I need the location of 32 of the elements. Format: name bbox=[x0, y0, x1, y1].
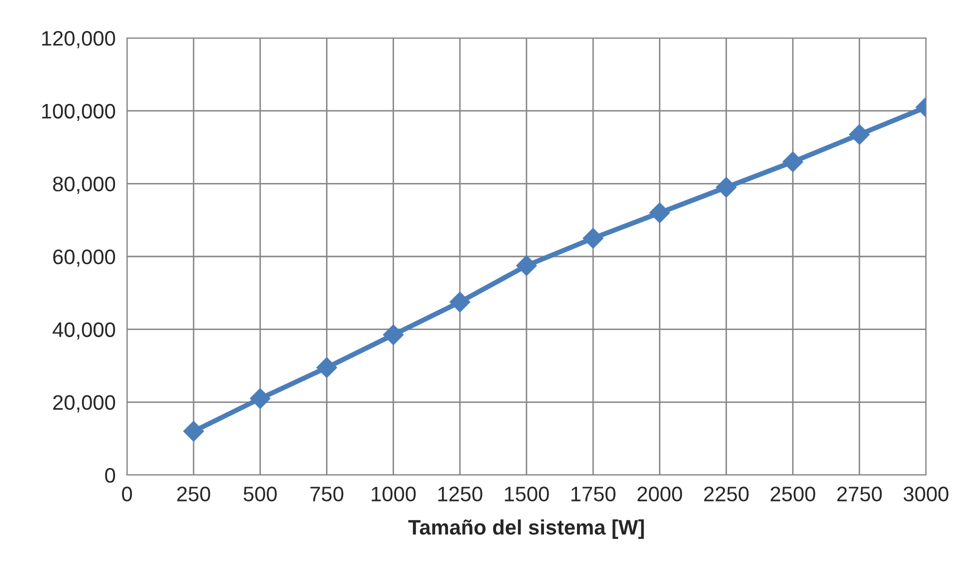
x-tick-label: 500 bbox=[244, 486, 277, 502]
point bbox=[382, 324, 404, 346]
y-tick-label: 60,000 bbox=[53, 250, 116, 267]
point bbox=[849, 124, 870, 145]
y-tick-label: 80,000 bbox=[53, 176, 116, 194]
point bbox=[316, 357, 338, 378]
x-tick-label: 2500 bbox=[770, 486, 816, 502]
point bbox=[782, 151, 804, 172]
x-axis-title: Tamaño del sistema [W] bbox=[408, 519, 644, 539]
y-tick-label: 20,000 bbox=[53, 395, 116, 412]
point bbox=[716, 176, 737, 198]
point bbox=[250, 388, 271, 409]
x-tick-label: 2750 bbox=[837, 486, 882, 502]
y-tick-label: 0 bbox=[105, 468, 116, 483]
x-tick-label: 3000 bbox=[904, 486, 948, 502]
x-tick-label: 1750 bbox=[572, 486, 616, 502]
x-tick-label: 1250 bbox=[438, 486, 482, 502]
x-tick-label: 250 bbox=[177, 486, 210, 502]
x-tick-label: 750 bbox=[310, 486, 344, 502]
point bbox=[649, 202, 670, 224]
y-tick-label: 40,000 bbox=[52, 322, 116, 340]
y-tick-label: 100,000 bbox=[42, 104, 116, 122]
point bbox=[516, 255, 537, 276]
x-tick-label: 2000 bbox=[638, 486, 682, 502]
x-tick-label: 1000 bbox=[372, 486, 416, 502]
x-tick-label: 0 bbox=[122, 486, 132, 502]
y-tick-label: 120,000 bbox=[42, 31, 116, 48]
x-tick-label: 2250 bbox=[704, 486, 749, 502]
point bbox=[450, 292, 470, 312]
point bbox=[582, 228, 604, 249]
x-tick-label: 1500 bbox=[504, 486, 549, 502]
point bbox=[183, 420, 204, 442]
